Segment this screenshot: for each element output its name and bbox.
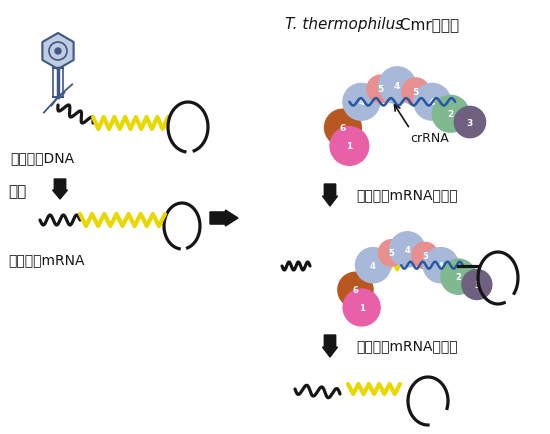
Circle shape [390,232,425,267]
Circle shape [55,49,61,55]
Text: 3: 3 [467,118,473,127]
Text: 5: 5 [422,251,428,260]
Polygon shape [42,34,74,70]
Text: 転写: 転写 [8,184,26,198]
Circle shape [355,248,390,283]
Circle shape [412,243,438,269]
Text: 5: 5 [412,88,419,97]
Circle shape [462,270,492,300]
Text: 6: 6 [340,124,346,133]
Text: 2: 2 [448,110,454,119]
Polygon shape [210,210,238,227]
Text: 4: 4 [370,261,376,270]
Text: Cmr複合体: Cmr複合体 [395,17,459,32]
Circle shape [454,107,486,138]
Circle shape [402,79,430,106]
Circle shape [414,84,450,121]
Text: 2: 2 [455,273,461,282]
Text: 3: 3 [474,280,480,289]
Circle shape [379,68,416,105]
Circle shape [343,289,380,326]
Text: 4: 4 [438,261,444,270]
Circle shape [441,260,476,295]
Text: 6: 6 [353,286,359,295]
Circle shape [330,127,369,166]
Text: T. thermophilus: T. thermophilus [285,17,403,32]
Circle shape [324,110,361,147]
Text: ファージmRNAの分解: ファージmRNAの分解 [356,338,458,352]
Text: ファージmRNA: ファージmRNA [8,253,85,266]
Text: 5: 5 [377,85,384,94]
Text: ファージDNA: ファージDNA [10,151,74,164]
Circle shape [432,96,469,133]
Text: 1: 1 [346,142,353,151]
Text: 1: 1 [359,303,365,312]
Polygon shape [322,335,338,357]
Text: 4: 4 [404,245,410,254]
Circle shape [343,84,379,121]
Text: 4: 4 [358,98,365,107]
Circle shape [338,273,373,308]
Text: 4: 4 [394,82,400,91]
Text: crRNA: crRNA [410,132,449,145]
Polygon shape [322,184,338,207]
Text: ファージmRNAへ結合: ファージmRNAへ結合 [356,187,458,201]
Polygon shape [52,180,68,200]
Circle shape [423,248,458,283]
Text: 4: 4 [429,98,436,107]
Text: 5: 5 [389,249,394,258]
Circle shape [367,76,394,103]
Circle shape [378,240,405,266]
